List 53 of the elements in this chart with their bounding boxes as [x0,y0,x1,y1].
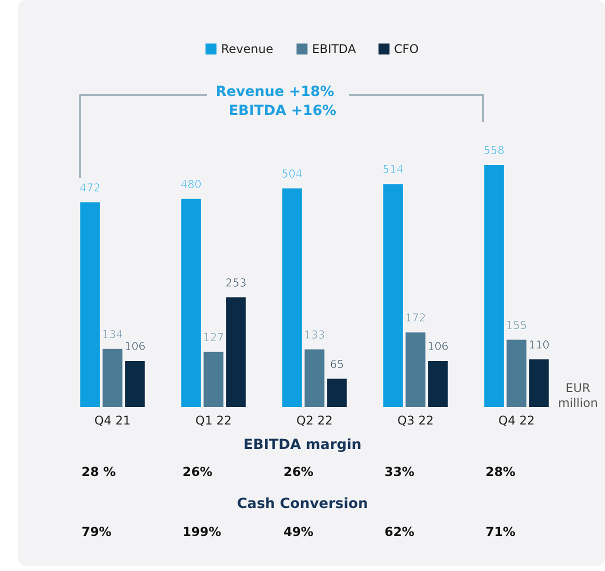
data-label: 480 [180,178,202,191]
data-label: 514 [382,163,404,176]
legend-label: EBITDA [312,42,357,56]
text: 62% [384,524,414,539]
data-label: 155 [506,318,527,332]
data-label: 133 [304,328,325,342]
data-label: 472 [80,181,101,194]
bar [484,165,504,407]
text: EBITDA margin [242,437,363,453]
data-label: 65 [330,358,344,371]
bar [282,188,302,407]
data-label: 106 [124,340,146,354]
text: 199% [182,524,222,539]
x-tick-label: Q4 22 [498,414,535,428]
text: EBITDA +16% [228,103,338,119]
text: 79% [82,524,112,539]
bar [383,184,403,407]
bar [226,297,246,407]
data-label: 134 [102,328,123,341]
bar [80,202,100,407]
x-tick-label: Q3 22 [397,414,434,428]
data-label: 127 [203,330,224,344]
legend-label: Revenue [221,42,274,56]
text: Cash Conversion [236,496,369,512]
bar [327,378,347,407]
bar [506,340,526,407]
bar [102,348,122,407]
data-label: 172 [405,311,426,324]
bar [304,349,324,407]
text: 26% [284,464,314,479]
bar [204,352,224,407]
data-label: 106 [427,340,448,354]
bar [406,332,426,407]
text: 26% [182,464,212,479]
text: 28 % [82,464,116,479]
bar [529,359,549,407]
data-label: 558 [484,144,505,157]
annotation: EUR million [557,381,599,411]
legend-label: CFO [394,42,419,56]
x-tick-label: Q1 22 [195,414,232,428]
text: 28% [486,464,516,479]
x-tick-label: Q2 22 [296,414,333,428]
bar [428,361,448,407]
text: 33% [384,464,414,479]
data-label: 253 [225,276,246,290]
bar [125,361,145,407]
text: 49% [284,524,314,539]
data-label: 504 [282,167,303,180]
bar [181,198,201,407]
x-tick-label: Q4 21 [94,414,131,428]
text: Revenue +18% [214,84,336,100]
text: 71% [486,524,516,539]
data-label: 110 [528,338,550,352]
